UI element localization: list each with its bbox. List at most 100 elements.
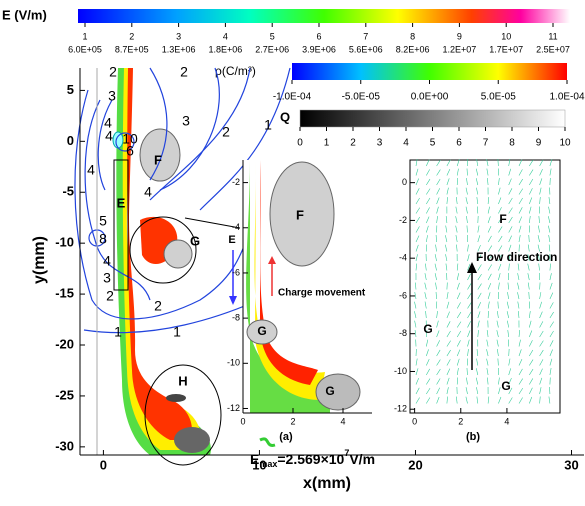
colorbar-level: 11 (548, 31, 557, 41)
colorbar-title: E (V/m) (2, 7, 47, 22)
annotation: F (499, 212, 506, 226)
colorbar-value: 1.3E+06 (162, 44, 196, 54)
colorbar-tick-label: -5.0E-05 (342, 92, 381, 103)
y-tick-label: -10 (227, 358, 240, 368)
colorbar-tick-label: 0.0E+00 (411, 92, 449, 103)
contour-label: 3 (103, 270, 111, 286)
colorbar-value: 6.0E+05 (68, 44, 102, 54)
y-tick-label: -2 (232, 177, 240, 187)
contour-label: 2 (222, 124, 230, 140)
rho-colorbar (292, 63, 567, 80)
y-tick-label: -15 (55, 286, 74, 301)
x-tick-label: 20 (408, 457, 422, 472)
annotation: G (501, 379, 510, 393)
contour-label: 1 (264, 117, 272, 133)
contour-label: 4 (144, 184, 152, 200)
y-axis-label: y(mm) (31, 236, 48, 284)
colorbar-value: 8.7E+05 (115, 44, 149, 54)
colorbar-level: 6 (316, 31, 321, 41)
colorbar-tick-label: 2 (350, 138, 356, 149)
contour-label: 4 (104, 115, 112, 131)
x-tick-label: 0 (412, 416, 417, 426)
inset-label: (b) (466, 431, 480, 443)
annotation: F (296, 207, 304, 222)
y-tick-label: -8 (399, 328, 407, 338)
inset-b (410, 159, 560, 413)
colorbar-level: 10 (501, 31, 511, 41)
annotation: E (228, 234, 235, 246)
inset-a (229, 160, 372, 413)
contour-label: 8 (99, 231, 107, 247)
y-tick-label: -10 (394, 366, 407, 376)
contour-label: 3 (108, 88, 116, 104)
y-tick-label: -25 (55, 387, 74, 402)
y-tick-label: 5 (67, 82, 74, 97)
e-colorbar (78, 9, 570, 23)
emax-part: =2.569×10 (277, 451, 344, 467)
contour-label: 5 (99, 213, 107, 229)
colorbar-value: 1.7E+07 (489, 44, 523, 54)
colorbar-tick-label: 5 (430, 138, 436, 149)
contour-label: 2 (109, 64, 117, 80)
annotation: G (423, 322, 432, 336)
contour-label: 3 (182, 113, 190, 129)
x-tick-label: 0 (100, 457, 107, 472)
region-label: E (117, 195, 126, 210)
y-tick-label: -8 (232, 313, 240, 323)
y-tick-label: -12 (394, 404, 407, 414)
colorbar-value: 8.2E+06 (396, 44, 430, 54)
colorbar-level: 4 (223, 31, 228, 41)
contour-label: 4 (103, 253, 111, 269)
colorbar-tick-label: 3 (377, 138, 383, 149)
colorbar-level: 1 (82, 31, 87, 41)
contour-label: 2 (106, 288, 114, 304)
colorbar-value: 1.8E+06 (209, 44, 243, 54)
y-tick-label: -4 (399, 253, 407, 263)
y-tick-label: -6 (232, 267, 240, 277)
y-tick-label: -30 (55, 438, 74, 453)
colorbar-value: 3.9E+06 (302, 44, 336, 54)
y-tick-label: -5 (62, 184, 74, 199)
x-tick-label: 4 (340, 416, 345, 426)
y-tick-label: 0 (67, 133, 74, 148)
inset-frame (410, 160, 560, 413)
x-tick-label: 30 (564, 457, 578, 472)
colorbar-level: 2 (129, 31, 134, 41)
contour-label: 1 (173, 324, 181, 340)
figure: E (V/m) ρ(C/m³) Q (0, 0, 585, 506)
colorbar-tick-label: 0 (297, 138, 303, 149)
colorbar-tick-label: 7 (483, 138, 489, 149)
y-tick-label: -12 (227, 403, 240, 413)
colorbar-tick-label: 1.0E-04 (549, 92, 584, 103)
annotation: G (257, 324, 266, 338)
colorbar-level: 3 (176, 31, 181, 41)
emax-label: Emax=2.569×107V/m (250, 448, 375, 469)
colorbar-tick-label: 8 (509, 138, 515, 149)
y-tick-label: -2 (399, 215, 407, 225)
emax-part: max (259, 459, 277, 469)
contour-label: 4 (87, 162, 95, 178)
colorbar-tick-label: -1.0E-04 (273, 92, 312, 103)
y-tick-label: -10 (55, 235, 74, 250)
region-label: F (154, 152, 162, 167)
colorbar-tick-label: 9 (536, 138, 542, 149)
inset-label: (a) (279, 431, 293, 443)
q-colorbar (300, 110, 565, 127)
x-tick-label: 2 (458, 416, 463, 426)
contour-label: 2 (154, 298, 162, 314)
emax-part: V/m (349, 451, 375, 467)
contour-label: 2 (180, 64, 188, 80)
x-tick-label: 2 (290, 416, 295, 426)
colorbar-tick-label: 6 (456, 138, 462, 149)
emax-part: E (250, 451, 259, 467)
annotation: Flow direction (476, 250, 557, 264)
y-tick-label: -4 (232, 222, 240, 232)
x-axis-label: x(mm) (303, 475, 351, 492)
y-tick-label: 0 (402, 177, 407, 187)
colorbar-level: 8 (410, 31, 415, 41)
colorbar-level: 9 (457, 31, 462, 41)
region-label: H (178, 373, 187, 388)
colorbar-value: 2.7E+06 (255, 44, 289, 54)
contour-label: 6 (126, 143, 134, 159)
y-tick-label: -20 (55, 336, 74, 351)
